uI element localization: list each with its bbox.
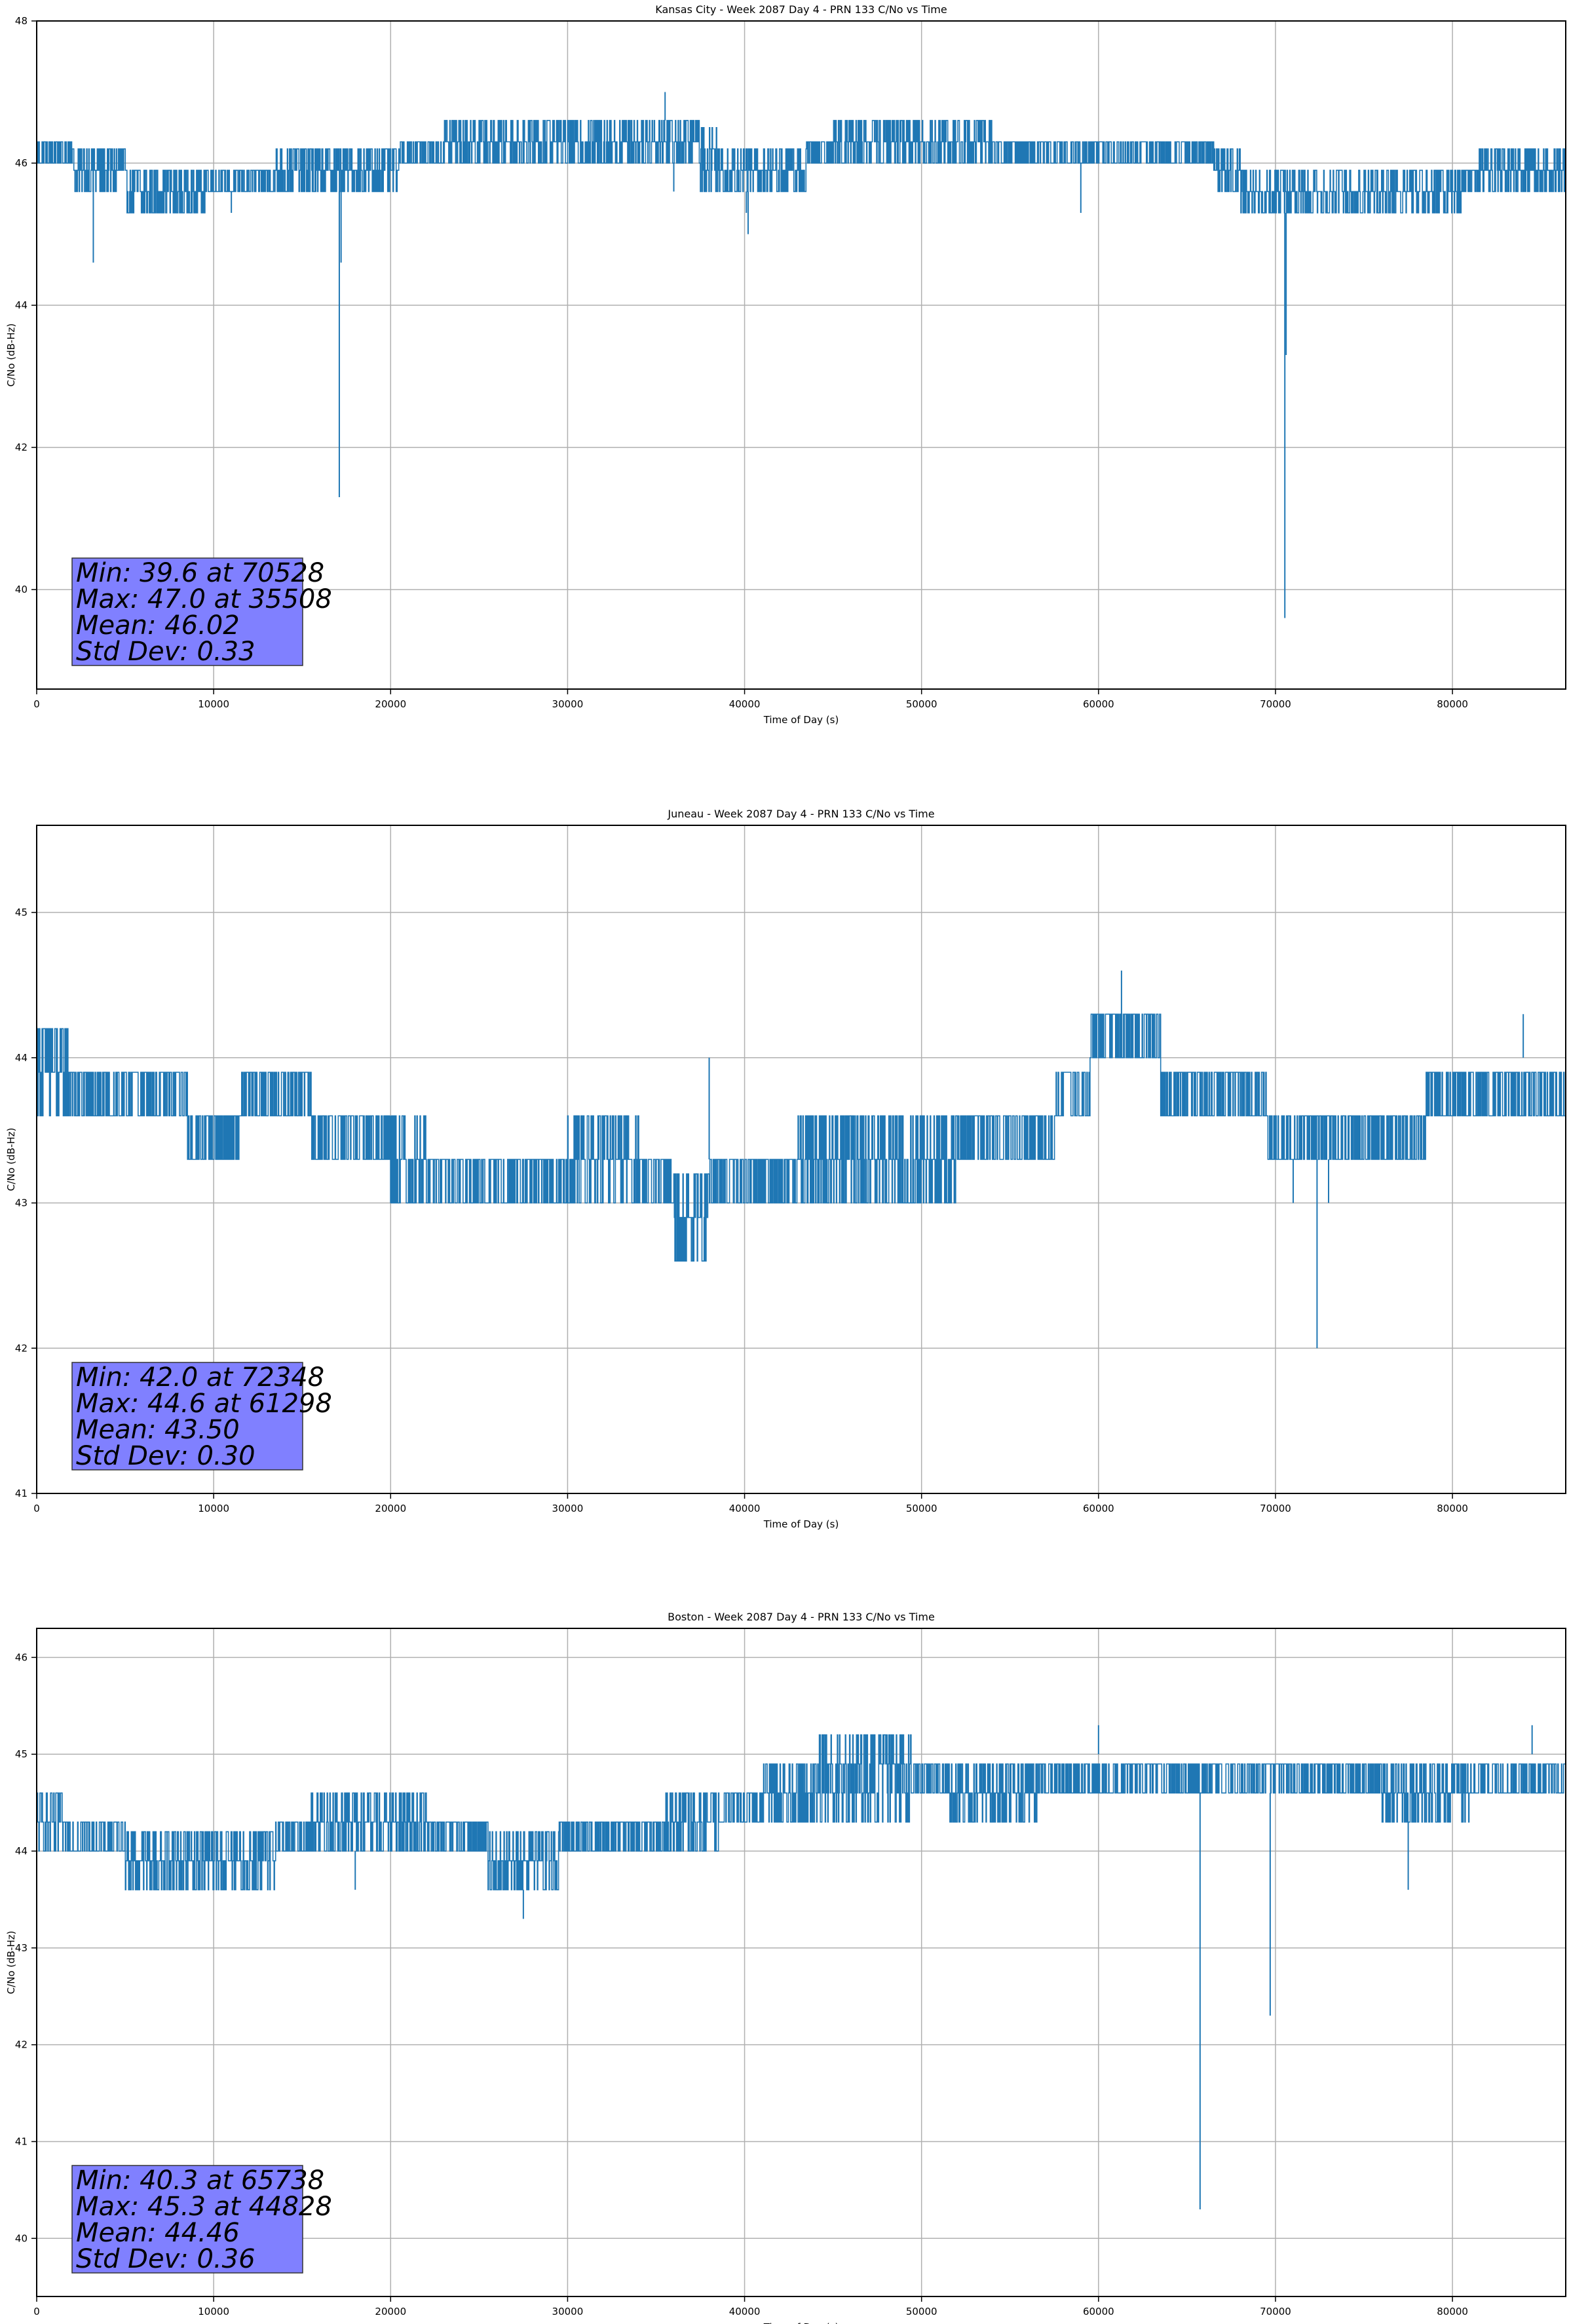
stats-line: Std Dev: 0.30: [76, 1441, 255, 1471]
y-tick-label: 44: [15, 1845, 28, 1857]
chart-title: Boston - Week 2087 Day 4 - PRN 133 C/No …: [668, 1611, 935, 1623]
x-tick-label: 0: [33, 698, 40, 710]
plot-frame: [36, 1628, 1566, 2297]
x-tick-label: 50000: [906, 698, 937, 710]
x-axis-label: Time of Day (s): [763, 1518, 839, 1530]
y-tick-label: 43: [15, 1197, 28, 1209]
stats-line: Min: 42.0 at 72348: [76, 1362, 324, 1393]
x-tick-label: 40000: [729, 698, 761, 710]
x-tick-label: 60000: [1083, 1503, 1114, 1514]
series-line: [37, 120, 1566, 214]
x-tick-label: 80000: [1437, 2306, 1468, 2317]
x-tick-label: 70000: [1260, 698, 1291, 710]
x-tick-label: 50000: [906, 2306, 937, 2317]
y-tick-label: 41: [15, 1488, 28, 1499]
y-axis-label: C/No (dB-Hz): [5, 324, 17, 387]
stats-line: Mean: 46.02: [76, 610, 240, 641]
x-tick-label: 10000: [198, 2306, 229, 2317]
x-axis-label: Time of Day (s): [763, 714, 839, 726]
stats-line: Std Dev: 0.33: [76, 637, 255, 667]
stats-box-background: [71, 557, 303, 666]
y-tick-label: 44: [15, 299, 28, 311]
stats-line: Mean: 43.50: [76, 1415, 240, 1445]
stats-line: Max: 45.3 at 44828: [76, 2192, 332, 2222]
chart-title: Juneau - Week 2087 Day 4 - PRN 133 C/No …: [667, 808, 934, 820]
x-tick-label: 70000: [1260, 2306, 1291, 2317]
y-tick-label: 42: [15, 1342, 28, 1354]
y-tick-label: 41: [15, 2135, 28, 2147]
x-tick-label: 30000: [552, 698, 584, 710]
y-tick-label: 44: [15, 1052, 28, 1064]
x-tick-label: 0: [33, 2306, 40, 2317]
x-tick-label: 10000: [198, 1503, 229, 1514]
stats-line: Max: 44.6 at 61298: [76, 1389, 332, 1419]
y-tick-label: 45: [15, 907, 28, 918]
y-tick-label: 46: [15, 157, 28, 169]
chart-panel-3: 0 10000 20000 30000 40000 50000 60000 70000 8000…: [5, 1611, 1566, 2324]
x-tick-label: 60000: [1083, 698, 1114, 710]
x-tick-label: 10000: [198, 698, 229, 710]
y-tick-label: 42: [15, 441, 28, 453]
stats-line: Max: 47.0 at 35508: [76, 584, 332, 614]
x-tick-label: 20000: [375, 1503, 406, 1514]
chart-panel-2: 0 10000 20000 30000 40000 50000 60000 70000 8000…: [5, 808, 1566, 1530]
x-tick-label: 40000: [729, 1503, 761, 1514]
y-tick-label: 40: [15, 2232, 28, 2244]
x-tick-label: 80000: [1437, 1503, 1468, 1514]
plot-frame: [36, 825, 1566, 1494]
x-tick-label: 70000: [1260, 1503, 1291, 1514]
stats-box-background: [71, 1362, 303, 1471]
stats-line: Mean: 44.46: [76, 2218, 240, 2248]
y-tick-label: 48: [15, 15, 28, 27]
x-tick-label: 30000: [552, 1503, 584, 1514]
y-tick-label: 45: [15, 1748, 28, 1760]
x-tick-label: 60000: [1083, 2306, 1114, 2317]
y-tick-label: 42: [15, 2039, 28, 2051]
y-tick-label: 46: [15, 1651, 28, 1663]
chart-title: Kansas City - Week 2087 Day 4 - PRN 133 …: [655, 3, 947, 16]
y-tick-label: 40: [15, 584, 28, 595]
series-line: [37, 1013, 1566, 1262]
stats-line: Min: 40.3 at 65738: [76, 2165, 324, 2196]
x-tick-label: 0: [33, 1503, 40, 1514]
y-axis-label: C/No (dB-Hz): [5, 1128, 17, 1191]
x-tick-label: 50000: [906, 1503, 937, 1514]
chart-panel-1: 0 10000 20000 30000 40000 50000 60000 70000 8000…: [5, 3, 1566, 726]
series-line: [37, 1734, 1566, 1890]
x-tick-label: 20000: [375, 2306, 406, 2317]
x-tick-label: 80000: [1437, 698, 1468, 710]
x-tick-label: 20000: [375, 698, 406, 710]
stats-line: Std Dev: 0.36: [76, 2244, 255, 2274]
stats-box-background: [71, 2165, 303, 2274]
x-tick-label: 30000: [552, 2306, 584, 2317]
x-tick-label: 40000: [729, 2306, 761, 2317]
y-axis-label: C/No (dB-Hz): [5, 1931, 17, 1995]
plot-frame: [36, 20, 1566, 690]
x-axis-label: Time of Day (s): [763, 2321, 839, 2324]
stats-line: Min: 39.6 at 70528: [76, 558, 324, 588]
y-tick-label: 43: [15, 1942, 28, 1954]
